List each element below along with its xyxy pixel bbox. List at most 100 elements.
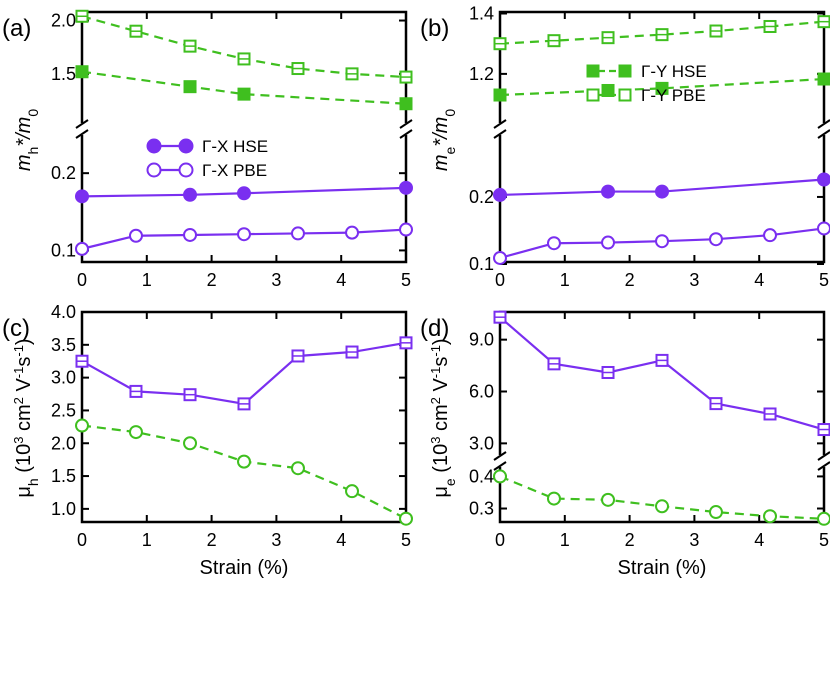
axis-break-mark: [817, 129, 830, 139]
y-title-part: V: [430, 378, 452, 398]
axis-break-mark: [493, 119, 507, 129]
y-tick-label: 3.5: [51, 335, 76, 355]
y-title-part: (10: [13, 444, 35, 478]
x-tick-label: 2: [207, 530, 217, 550]
y-title-sub: e: [442, 478, 458, 486]
x-tick-label: 3: [271, 270, 281, 290]
y-title-pow: 2: [428, 397, 443, 404]
legend-label: Γ-X HSE: [202, 137, 268, 156]
x-tick-label: 0: [77, 270, 87, 290]
y-title-part: */m: [430, 117, 452, 147]
y-axis-title: me*/m0: [430, 109, 458, 171]
axis-break-mark: [493, 451, 507, 461]
data-point: [655, 184, 669, 199]
data-point: [817, 72, 830, 86]
y-tick-label: 0.4: [469, 466, 494, 486]
legend-marker: [618, 64, 632, 78]
y-title-part: s: [13, 357, 35, 367]
y-title-part: ): [13, 338, 35, 345]
data-point: [601, 184, 616, 199]
data-point: [75, 65, 89, 79]
data-point: [399, 511, 413, 526]
panel-c: 0 1 2 3 4 5 1.0 1.5 2.0 2.5 3.0 3.5 4.0 (c) Strain (%)…: [2, 302, 413, 579]
data-point: [183, 187, 198, 202]
legend-marker: [586, 64, 600, 78]
panel-d: 0 1 2 3 4 5 3.0 6.0 9.0 0.3 0.4 (d) Strain (%) μe (10…: [420, 310, 830, 579]
legend-marker: [178, 138, 194, 154]
axis-break-mark: [493, 461, 507, 471]
y-title-part: s: [430, 357, 452, 367]
data-point: [601, 235, 616, 250]
y-axis-title: μh (103 cm2 V-1s-1): [11, 338, 42, 497]
y-title-pow: -1: [11, 367, 26, 379]
x-tick-label: 0: [495, 530, 505, 550]
x-tick-label: 5: [819, 270, 829, 290]
x-tick-label: 1: [560, 530, 570, 550]
y-title-part: V: [13, 378, 35, 398]
data-point: [237, 454, 251, 469]
panel-b: 0 1 2 3 4 5 1.2 1.4 0.1 0.2 Γ-Y HSE Γ-Y PBE (b) me*/m…: [420, 4, 830, 290]
data-point: [75, 418, 89, 433]
y-tick-label: 0.2: [51, 163, 76, 183]
axis-break-mark: [399, 129, 413, 139]
x-tick-label: 4: [336, 530, 346, 550]
data-point: [399, 97, 413, 111]
x-axis-title: Strain (%): [200, 557, 289, 579]
data-point: [763, 228, 778, 243]
y-tick-label: 1.4: [469, 4, 494, 24]
data-point: [601, 83, 615, 97]
plot-frame: [80, 310, 408, 524]
data-point: [655, 81, 669, 95]
y-title-symbol: μ: [13, 486, 35, 498]
data-point: [708, 232, 723, 247]
legend-label: Γ-Y PBE: [641, 86, 706, 105]
y-title-symbol: m: [430, 154, 452, 171]
y-tick-label: 2.5: [51, 400, 76, 420]
legend-marker: [178, 162, 194, 178]
x-tick-label: 4: [754, 270, 764, 290]
y-title-part: cm: [430, 404, 452, 436]
y-tick-label: 0.1: [469, 254, 494, 274]
y-tick-label: 2.0: [51, 433, 76, 453]
data-point: [546, 236, 561, 251]
x-tick-label: 4: [754, 530, 764, 550]
plot-frame: [80, 10, 408, 264]
series-line-green: [499, 77, 825, 97]
y-title-part: ): [430, 338, 452, 345]
legend-marker: [146, 138, 162, 154]
axis-break-mark: [75, 129, 89, 139]
legend-label: Γ-X PBE: [202, 161, 267, 180]
data-point: [75, 189, 89, 204]
panel-label: (a): [2, 15, 31, 42]
x-tick-label: 2: [625, 270, 635, 290]
y-tick-label: 0.1: [51, 240, 76, 260]
data-point: [817, 511, 830, 526]
x-tick-label: 2: [207, 270, 217, 290]
y-title-part: */m: [13, 117, 35, 147]
x-tick-label: 5: [401, 270, 411, 290]
y-tick-label: 0.3: [469, 499, 494, 519]
y-tick-label: 0.2: [469, 187, 494, 207]
y-title-symbol: m: [13, 154, 35, 171]
data-point: [655, 234, 669, 249]
y-title-sub: h: [25, 478, 41, 486]
x-tick-label: 3: [689, 270, 699, 290]
data-point: [817, 221, 830, 236]
y-title-sub: 0: [25, 109, 41, 117]
data-point: [708, 505, 723, 520]
legend-label: Γ-Y HSE: [641, 62, 707, 81]
y-tick-label: 1.2: [469, 64, 494, 84]
data-point: [290, 461, 305, 476]
y-title-sub: h: [25, 147, 41, 155]
y-title-sub: e: [442, 146, 458, 154]
axis-break-mark: [493, 129, 507, 139]
y-title-pow: -1: [428, 367, 443, 379]
series-line-purple: [81, 186, 407, 198]
y-title-pow: -1: [11, 345, 26, 357]
y-title-symbol: μ: [430, 486, 452, 498]
data-point: [183, 227, 198, 242]
y-axis-title: mh*/m0: [13, 109, 41, 171]
y-title-sub: 0: [442, 109, 458, 117]
data-point: [128, 425, 143, 440]
data-point: [290, 226, 305, 241]
